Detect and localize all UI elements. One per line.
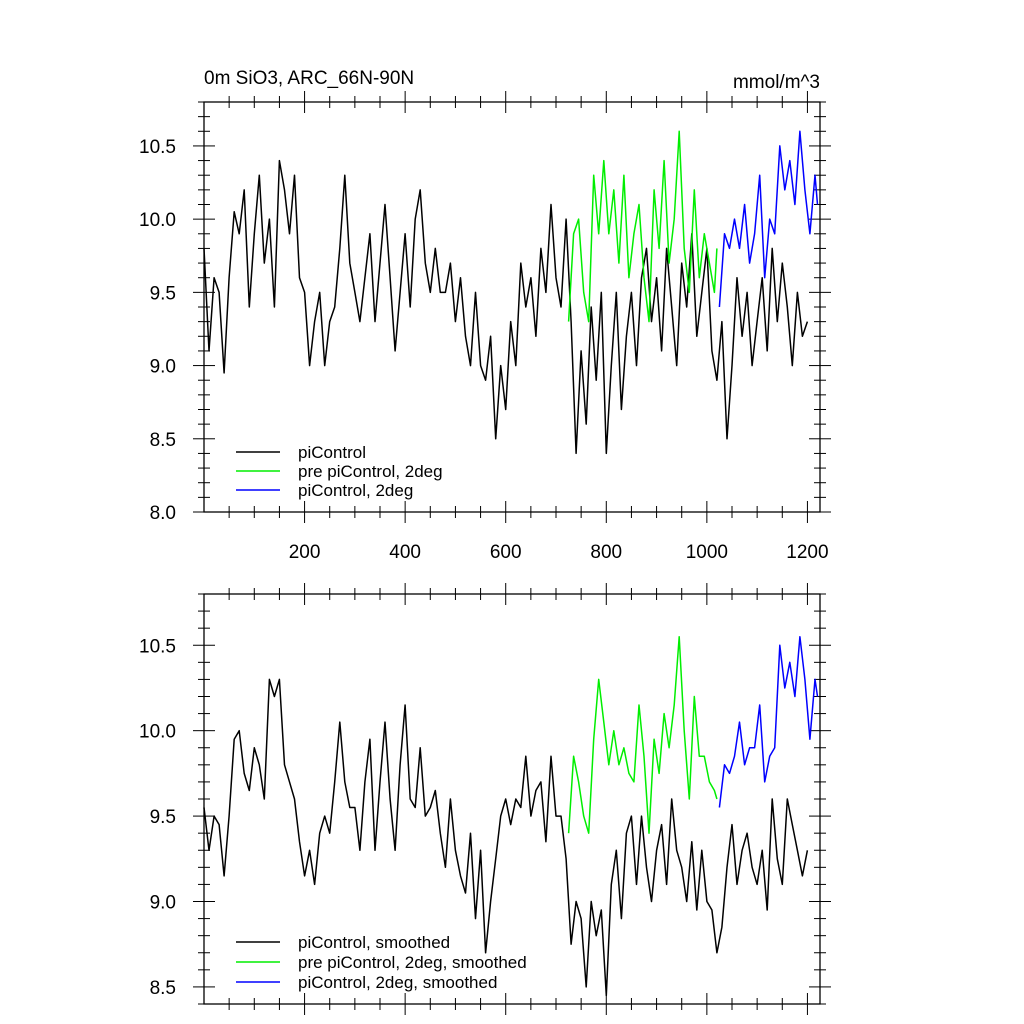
top-legend-label: piControl, 2deg xyxy=(298,481,413,500)
bottom-legend-label: pre piControl, 2deg, smoothed xyxy=(298,953,527,972)
bottom-y-tick-label: 9.0 xyxy=(150,893,176,914)
top-series-line-2 xyxy=(718,130,819,308)
top-x-tick-label: 1200 xyxy=(786,542,828,563)
bottom-y-tick-label: 10.5 xyxy=(139,636,176,657)
top-y-tick-label: 10.5 xyxy=(139,137,176,158)
top-x-tick-label: 400 xyxy=(389,542,421,563)
top-panel-series xyxy=(203,130,819,455)
bottom-y-tick-label: 8.5 xyxy=(150,978,176,999)
top-legend-label: pre piControl, 2deg xyxy=(298,462,443,481)
top-panel-units: mmol/m^3 xyxy=(733,72,820,93)
top-y-tick-label: 9.5 xyxy=(150,283,176,304)
top-series-line-1 xyxy=(567,130,718,323)
top-panel: 0m SiO3, ARC_66N-90N mmol/m^3 200 400 600 8… xyxy=(139,68,831,563)
bottom-panel-series xyxy=(203,635,819,997)
top-y-tick-label: 10.0 xyxy=(139,210,176,231)
top-x-tick-label: 800 xyxy=(590,542,622,563)
bottom-legend-label: piControl, smoothed xyxy=(298,933,450,952)
top-panel-axes: 200 400 600 800 1000 1200 8.0 8.5 9.0 9.5 10.0 10.5 xyxy=(139,91,831,563)
bottom-panel: 8.5 9.0 9.5 10.0 10.5 piControl, smoothedpre… xyxy=(139,583,831,1015)
top-x-tick-label: 200 xyxy=(289,542,321,563)
bottom-y-tick-label: 9.5 xyxy=(150,807,176,828)
bottom-panel-frame xyxy=(203,593,821,1005)
bottom-series-line-1 xyxy=(567,635,718,834)
bottom-series-line-0 xyxy=(203,678,809,997)
top-x-tick-label: 1000 xyxy=(686,542,728,563)
bottom-series-line-2 xyxy=(718,635,819,808)
top-series-line-0 xyxy=(203,159,809,455)
top-y-tick-label: 9.0 xyxy=(150,357,176,378)
top-panel-frame xyxy=(203,101,821,513)
top-panel-title: 0m SiO3, ARC_66N-90N xyxy=(204,68,414,89)
top-x-tick-label: 600 xyxy=(490,542,522,563)
bottom-panel-axes: 8.5 9.0 9.5 10.0 10.5 xyxy=(139,583,831,1015)
top-legend-label: piControl xyxy=(298,443,366,462)
top-y-tick-label: 8.5 xyxy=(150,430,176,451)
bottom-y-tick-label: 10.0 xyxy=(139,722,176,743)
top-y-tick-label: 8.0 xyxy=(150,503,176,524)
bottom-legend-label: piControl, 2deg, smoothed xyxy=(298,973,497,992)
